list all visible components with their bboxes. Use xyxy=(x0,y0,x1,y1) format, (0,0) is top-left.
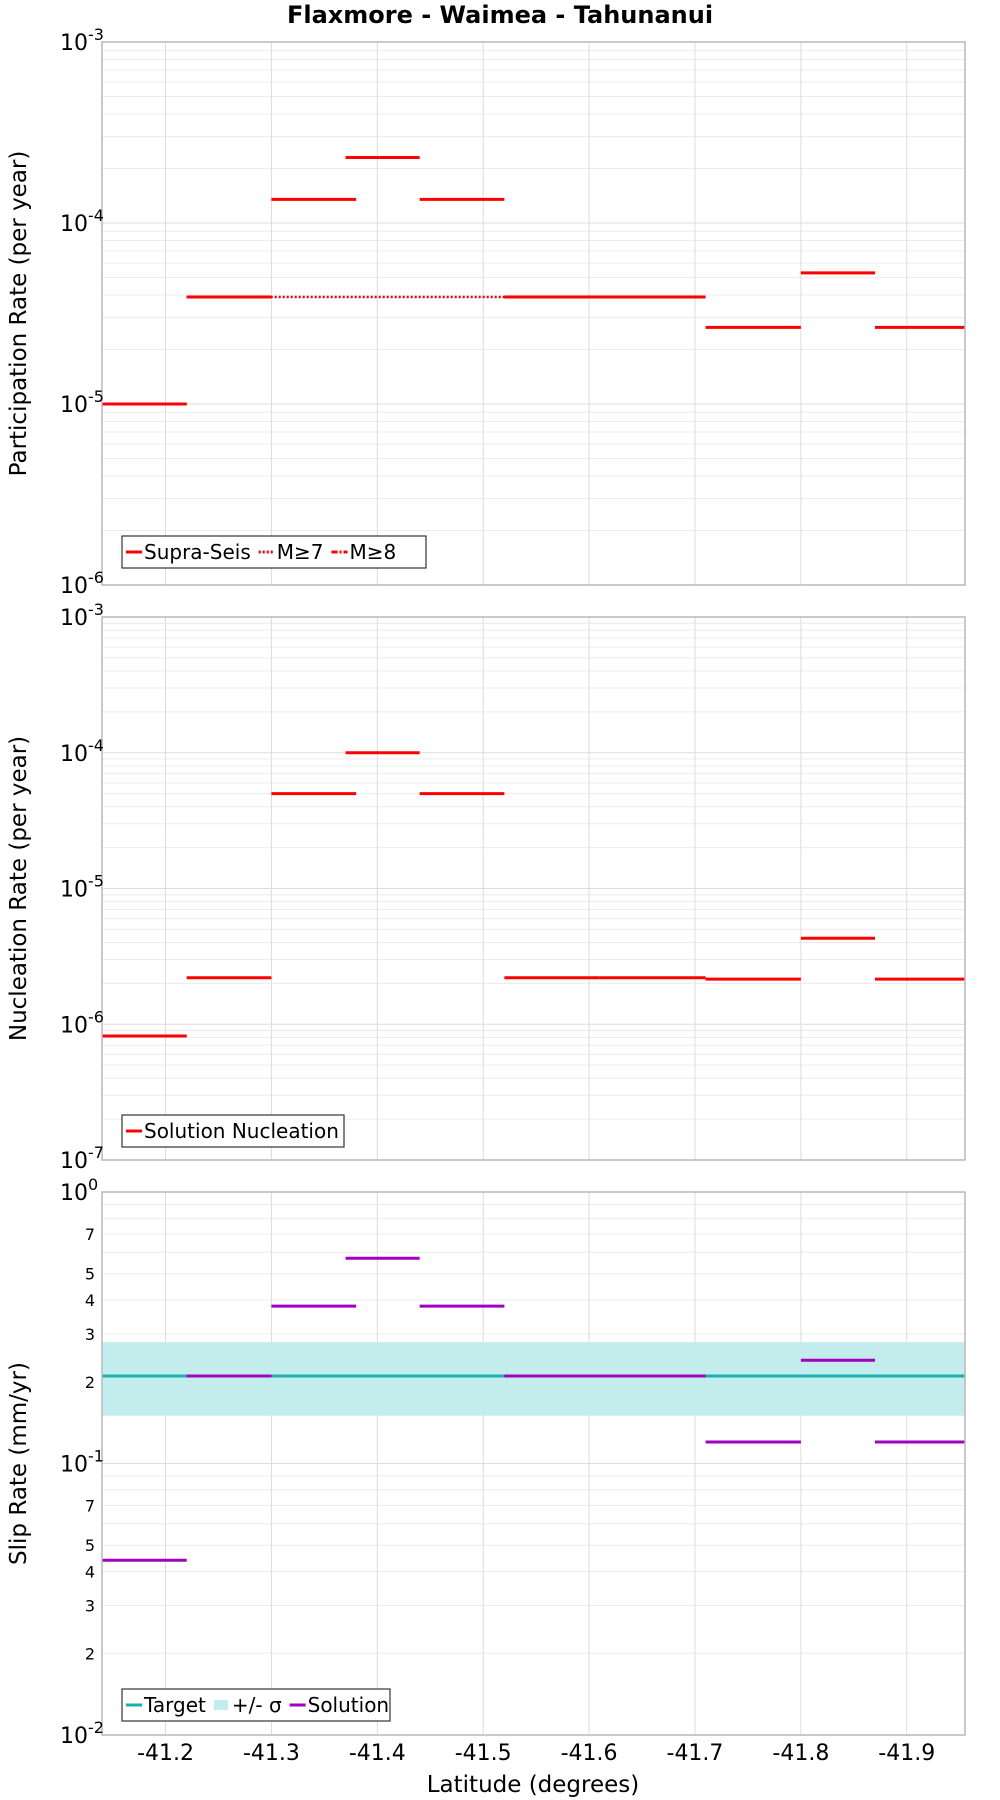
gridlines xyxy=(102,1191,965,1736)
legend-label: Solution Nucleation xyxy=(144,1119,339,1143)
y-minor-tick-label: 3 xyxy=(85,1596,95,1615)
x-tick-label: -41.6 xyxy=(561,1741,618,1766)
legend-label: M≥8 xyxy=(350,540,397,564)
y-tick-label: 10-3 xyxy=(60,600,104,631)
plot-frame xyxy=(101,41,966,586)
y-minor-tick-label: 7 xyxy=(85,1225,95,1244)
participation-panel: 10-3 10-4 10-5 10-6 Participation Rate (per … xyxy=(6,25,966,599)
y-tick-label: 10-3 xyxy=(60,25,104,56)
y-minor-tick-label: 4 xyxy=(85,1563,95,1582)
legend-box xyxy=(121,1688,391,1722)
y-tick-label: 10-5 xyxy=(60,872,104,903)
chart-title: Flaxmore - Waimea - Tahunanui xyxy=(287,1,713,29)
legend-label: +/- σ xyxy=(232,1693,282,1717)
legend-swatch xyxy=(213,1700,228,1710)
legend-label: Target xyxy=(143,1693,206,1717)
x-tick-label: -41.2 xyxy=(137,1741,194,1766)
y-minor-tick-label: 7 xyxy=(85,1497,95,1516)
plot-area xyxy=(102,42,965,585)
legend: Solution Nucleation xyxy=(121,1114,345,1148)
legend-label: Solution xyxy=(308,1693,389,1717)
plot-frame xyxy=(101,616,966,1161)
y-minor-tick-label: 5 xyxy=(85,1265,95,1284)
y-tick-label: 10-7 xyxy=(60,1143,104,1174)
y-minor-tick-label: 4 xyxy=(85,1291,95,1310)
plot-frame xyxy=(101,1191,966,1736)
x-tick-label: -41.5 xyxy=(455,1741,512,1766)
y-tick-label: 10-4 xyxy=(60,206,104,237)
y-axis-label: Slip Rate (mm/yr) xyxy=(6,1362,32,1565)
x-tick-label: -41.7 xyxy=(667,1741,724,1766)
y-tick-label: 10-5 xyxy=(60,387,104,418)
y-tick-label: 10-2 xyxy=(60,1718,104,1749)
sigma-band xyxy=(102,1342,965,1416)
legend-label: M≥7 xyxy=(277,540,324,564)
y-tick-label: 100 xyxy=(60,1175,98,1206)
legend-box xyxy=(121,535,427,569)
legend-box xyxy=(121,1114,345,1148)
y-tick-label: 10-6 xyxy=(60,1007,104,1038)
y-minor-tick-label: 5 xyxy=(85,1536,95,1555)
y-minor-tick-label: 2 xyxy=(85,1373,95,1392)
legend-label: Supra-Seis xyxy=(144,540,251,564)
legend: Target +/- σ Solution xyxy=(121,1688,391,1722)
slip-rate-panel: 100 10-1 10-2 7 5 4 3 2 7 5 4 3 2 Slip Rate (mm/yr) -4… xyxy=(6,1175,966,1766)
x-tick-label: -41.4 xyxy=(349,1741,406,1766)
y-axis-label: Nucleation Rate (per year) xyxy=(6,736,32,1041)
y-axis-label: Participation Rate (per year) xyxy=(6,151,32,477)
legend: Supra-Seis M≥7 M≥8 xyxy=(121,535,427,569)
y-tick-label: 10-1 xyxy=(60,1447,104,1478)
x-tick-label: -41.8 xyxy=(772,1741,829,1766)
x-tick-label: -41.3 xyxy=(243,1741,300,1766)
y-minor-tick-label: 3 xyxy=(85,1325,95,1344)
x-tick-label: -41.9 xyxy=(878,1741,935,1766)
y-tick-label: 10-4 xyxy=(60,736,104,767)
nucleation-panel: 10-3 10-4 10-5 10-6 10-7 Nucleation Rate (per… xyxy=(6,600,966,1174)
y-minor-tick-label: 2 xyxy=(85,1644,95,1663)
x-axis-label: Latitude (degrees) xyxy=(427,1772,640,1798)
y-tick-label: 10-6 xyxy=(60,568,104,599)
